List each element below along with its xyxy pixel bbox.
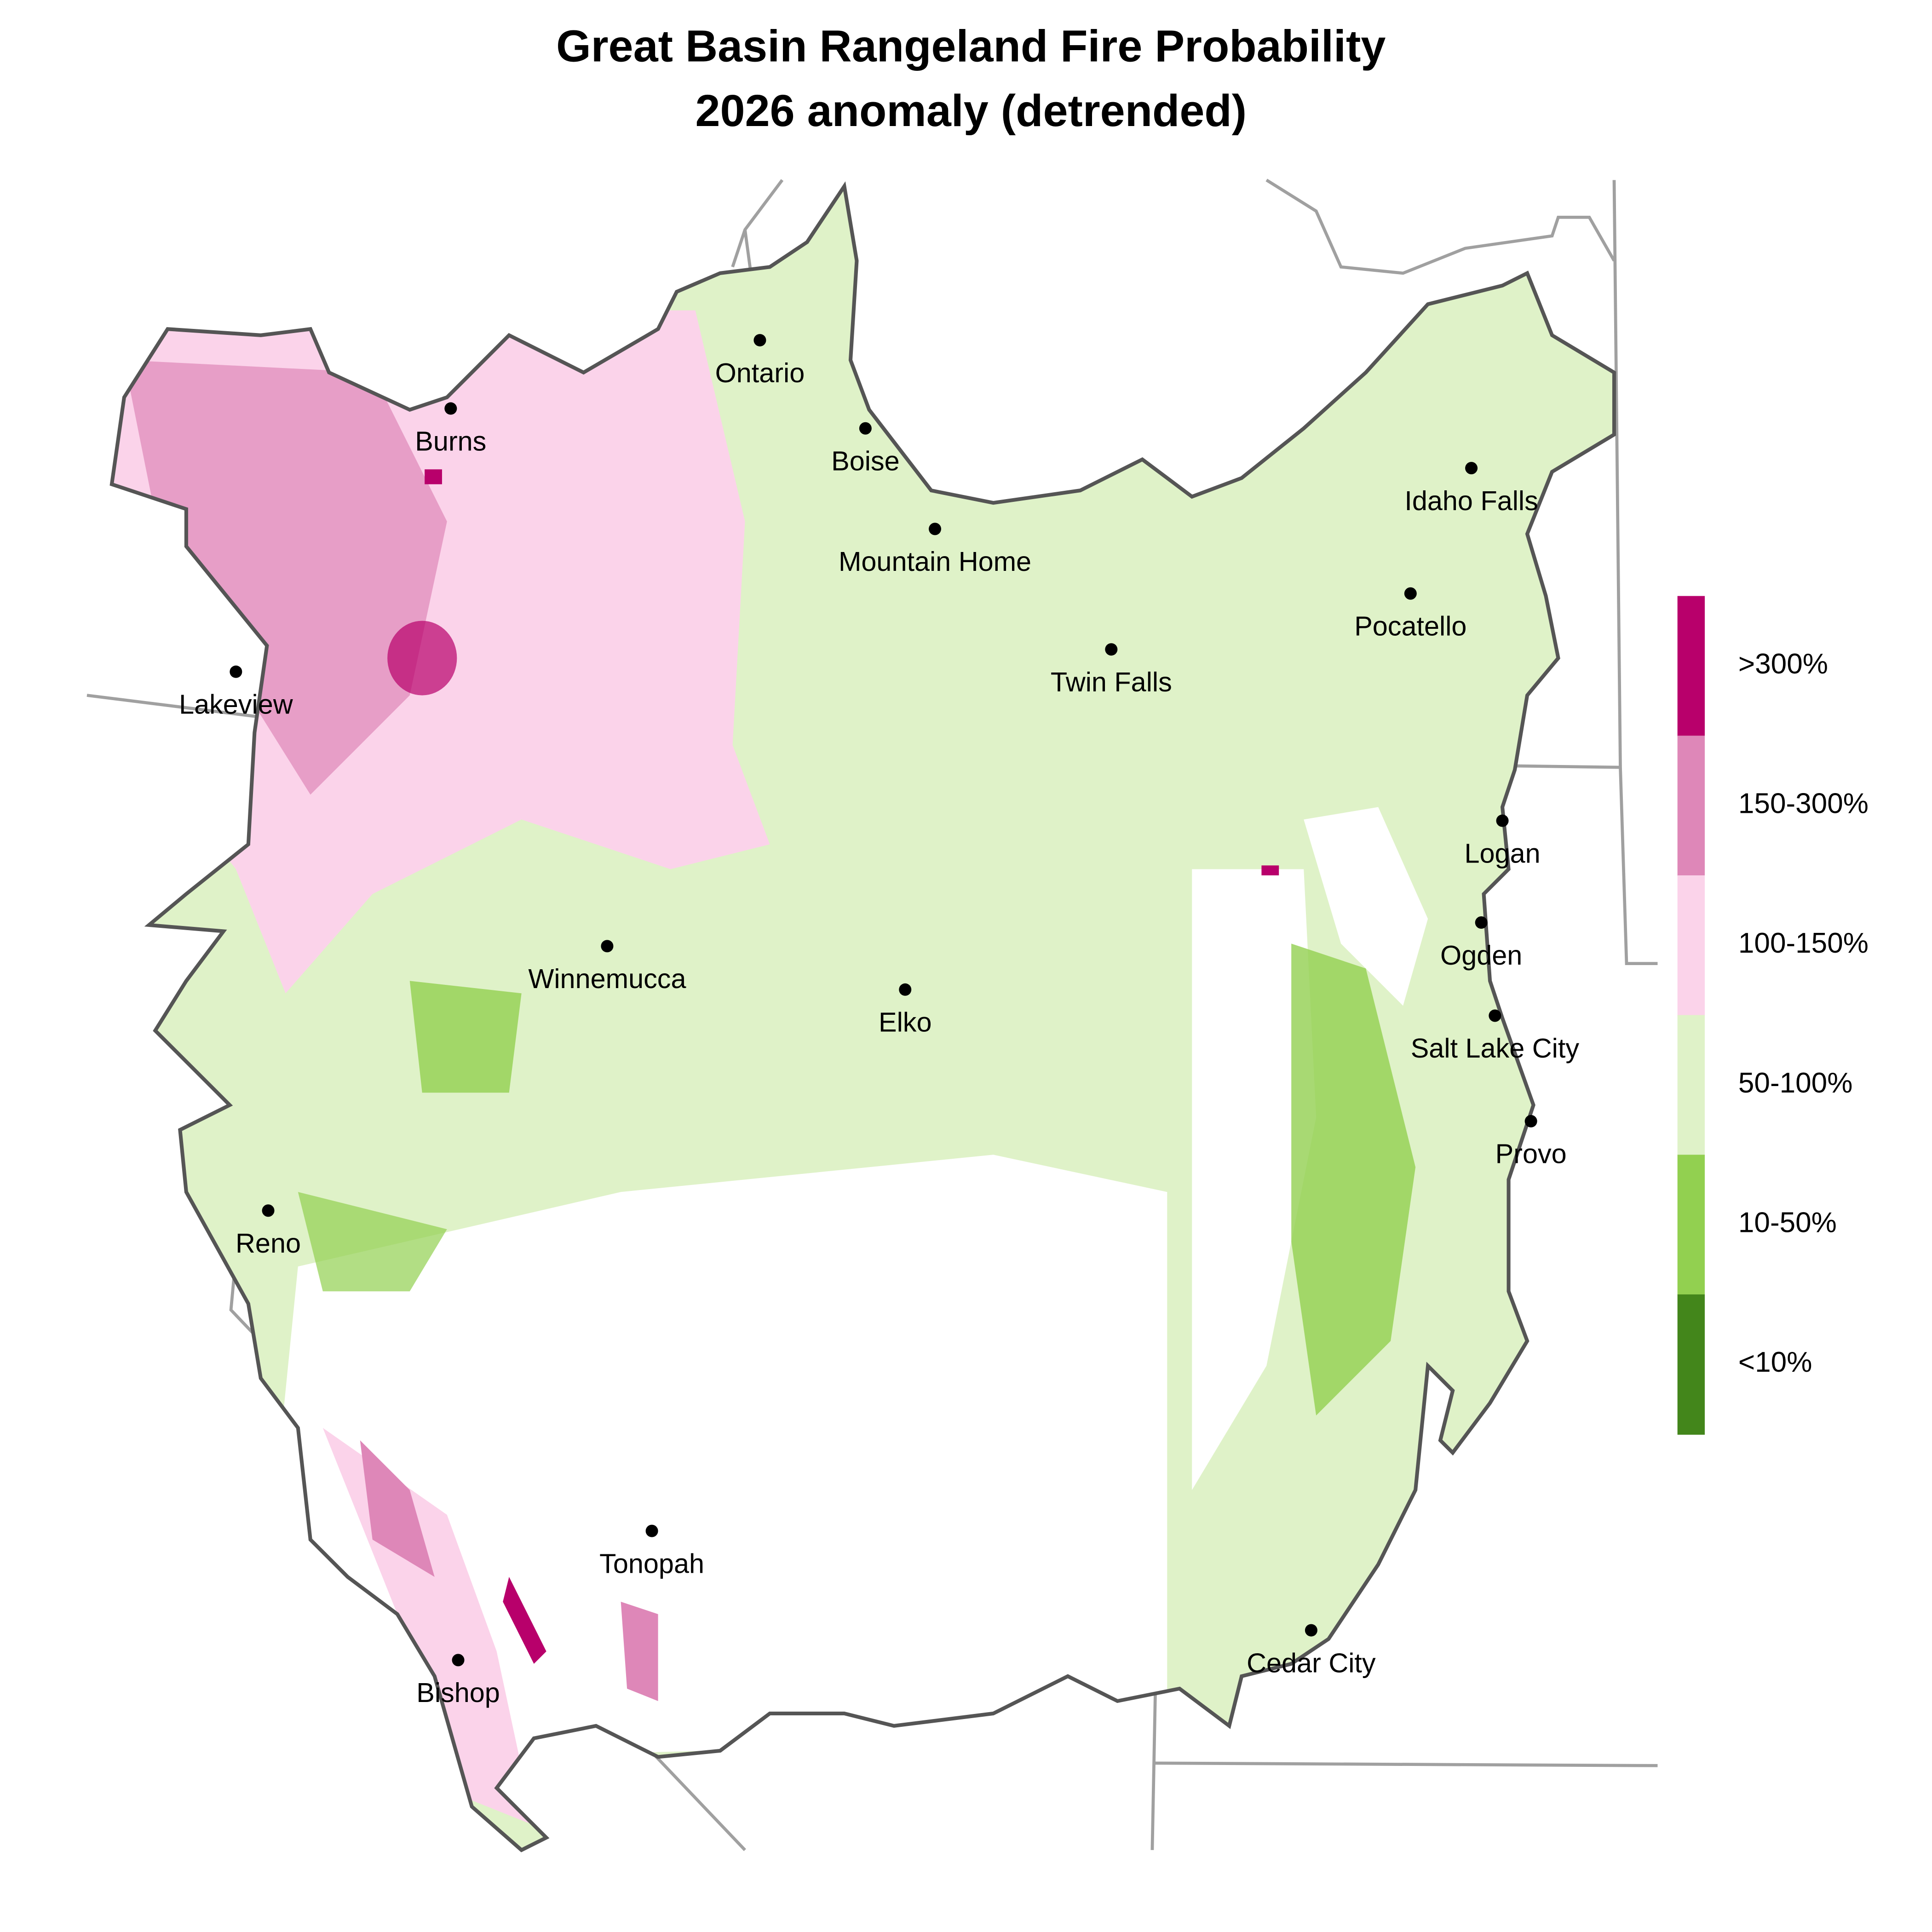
city-dot [444, 402, 457, 415]
legend-label: <10% [1738, 1346, 1812, 1378]
city-dot [753, 334, 766, 347]
legend-swatch [1677, 736, 1705, 876]
city-dot [601, 940, 614, 953]
city-label: Cedar City [1247, 1647, 1376, 1678]
city-label: Tonopah [599, 1548, 704, 1579]
city-dot [645, 1524, 658, 1537]
city-label: Burns [415, 426, 486, 456]
legend-label: 150-300% [1738, 788, 1869, 820]
legend-swatch [1677, 1015, 1705, 1156]
city-label: Lakeview [179, 689, 293, 720]
city-dot [1105, 643, 1118, 656]
city-label: Idaho Falls [1404, 485, 1538, 516]
city-dot [452, 1654, 465, 1667]
legend-swatch [1677, 875, 1705, 1016]
city-dot [1489, 1009, 1501, 1022]
city-label: Bishop [416, 1677, 500, 1708]
legend: >300% 150-300% 100-150% 50-100% 10-50% <10% [1677, 596, 1869, 1435]
legend-label: 100-150% [1738, 927, 1869, 959]
city-dot [859, 422, 872, 435]
legend-swatch [1677, 1155, 1705, 1295]
city-dot [262, 1204, 275, 1217]
city-label: Logan [1465, 838, 1541, 868]
city-dot [929, 523, 942, 535]
map-subtitle: 2026 anomaly (detrended) [695, 86, 1247, 136]
city-label: Salt Lake City [1411, 1033, 1580, 1064]
city-dot [1524, 1115, 1537, 1127]
city-label: Provo [1495, 1138, 1567, 1169]
city-label: Mountain Home [839, 546, 1031, 577]
city-label: Ontario [715, 357, 805, 388]
city-dot [1404, 587, 1417, 600]
city-dot [1475, 916, 1488, 929]
legend-label: 10-50% [1738, 1207, 1837, 1239]
city-label: Reno [236, 1228, 301, 1259]
city-label: Pocatello [1354, 610, 1466, 641]
city-dot [1465, 462, 1478, 475]
legend-swatch [1677, 1294, 1705, 1435]
city-label: Elko [879, 1007, 932, 1038]
legend-swatch [1677, 596, 1705, 736]
city-label: Boise [831, 445, 900, 476]
city-dot [1305, 1624, 1317, 1637]
city-dot [230, 665, 242, 678]
city-dot [899, 983, 912, 996]
map-title: Great Basin Rangeland Fire Probability [556, 21, 1386, 71]
city-label: Ogden [1440, 940, 1522, 971]
city-label: Winnemucca [528, 963, 686, 994]
city-dot [1496, 814, 1509, 827]
city-label: Twin Falls [1051, 667, 1172, 697]
legend-label: 50-100% [1738, 1067, 1853, 1099]
legend-label: >300% [1738, 648, 1828, 680]
cities: Ontario Burns Boise Idaho Falls Mountain Hom… [179, 334, 1579, 1708]
